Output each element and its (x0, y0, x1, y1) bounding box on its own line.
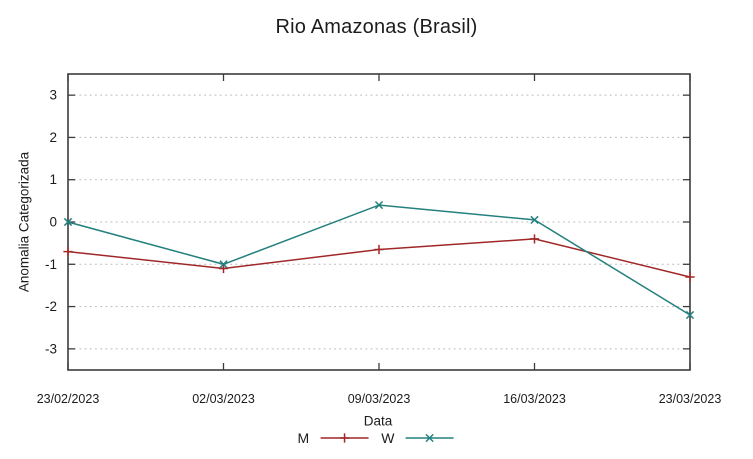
x-tick-label: 16/03/2023 (503, 392, 566, 406)
x-tick-label: 23/03/2023 (659, 392, 722, 406)
y-axis-label: Anomalia Categorizada (16, 151, 32, 293)
legend-entry-M: M (298, 430, 370, 446)
legend-label-W: W (381, 430, 395, 446)
series-W-marker (63, 217, 73, 227)
series-W-marker (219, 260, 228, 269)
series-W-line (67, 204, 691, 316)
y-tick-label: 0 (49, 215, 57, 230)
series-W-marker (685, 310, 695, 320)
series-M-marker (374, 244, 384, 255)
x-tick-label: 23/02/2023 (37, 392, 100, 406)
legend-entry-W: W (381, 430, 454, 446)
chart-title: Rio Amazonas (Brasil) (275, 16, 478, 38)
series-M-marker (218, 263, 229, 274)
legend-sample-W (405, 433, 454, 443)
y-tick-label: -2 (45, 299, 57, 314)
y-tick-label: 2 (49, 130, 57, 145)
series-M-marker (63, 247, 73, 257)
plot-border (67, 73, 691, 371)
y-tick-label: 3 (49, 88, 57, 103)
series-M-marker (685, 272, 695, 282)
x-axis-label: Data (363, 413, 393, 429)
legend-label-M: M (297, 430, 310, 446)
x-tick-label: 09/03/2023 (348, 392, 411, 406)
y-tick-label: -1 (45, 257, 57, 272)
series-W-marker (530, 215, 539, 225)
legend-sample-M (320, 433, 369, 443)
series-W-marker (374, 200, 384, 210)
y-tick-label: -3 (45, 341, 57, 356)
x-tick-label: 02/03/2023 (192, 392, 255, 406)
series-M-marker (529, 234, 540, 244)
y-tick-label: 1 (49, 172, 57, 187)
